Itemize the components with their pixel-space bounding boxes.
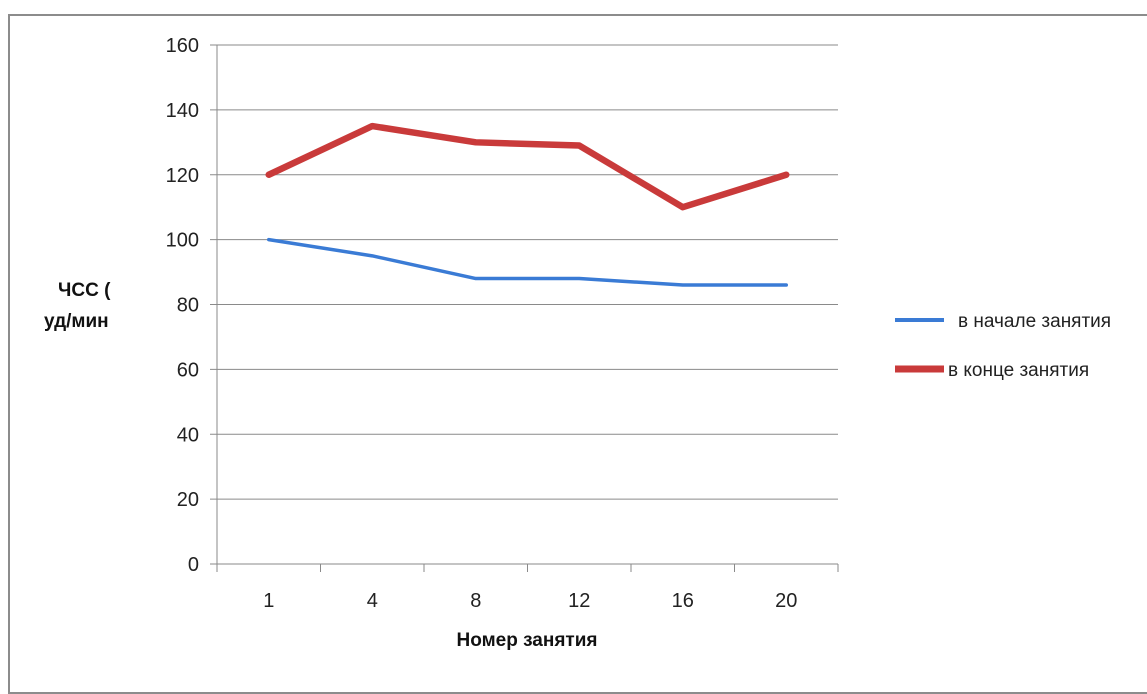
y-tick-label-20: 20 — [177, 489, 199, 511]
x-tick-label-16: 16 — [672, 590, 694, 612]
y-tick-label-60: 60 — [177, 359, 199, 381]
y-axis-title-line-2: уд/мин — [44, 311, 109, 332]
x-tick-label-12: 12 — [568, 590, 590, 612]
y-tick-labels: 0 20 40 60 80 100 120 140 160 — [166, 35, 199, 576]
y-tick-label-40: 40 — [177, 424, 199, 446]
legend: в начале занятия в конце занятия — [895, 311, 1111, 381]
gridlines — [210, 45, 838, 572]
legend-label-start: в начале занятия — [958, 311, 1111, 332]
y-tick-label-0: 0 — [188, 554, 199, 576]
x-tick-label-1: 1 — [263, 590, 274, 612]
series-line-1 — [269, 126, 787, 207]
y-tick-label-120: 120 — [166, 165, 199, 187]
x-tick-label-20: 20 — [775, 590, 797, 612]
series-line-0 — [269, 240, 787, 285]
x-tick-label-4: 4 — [367, 590, 378, 612]
y-tick-label-80: 80 — [177, 295, 199, 317]
x-axis-title: Номер занятия — [457, 630, 598, 651]
series-lines — [269, 126, 787, 285]
legend-label-end: в конце занятия — [948, 360, 1089, 381]
x-tick-label-8: 8 — [470, 590, 481, 612]
y-tick-label-160: 160 — [166, 35, 199, 57]
y-tick-label-100: 100 — [166, 230, 199, 252]
line-chart: 0 20 40 60 80 100 120 140 160 1 4 8 12 16 20 ЧСС ( уд… — [0, 0, 1147, 679]
x-tick-labels: 1 4 8 12 16 20 — [263, 590, 797, 612]
y-axis-title-line-1: ЧСС ( — [58, 280, 111, 301]
y-tick-label-140: 140 — [166, 100, 199, 122]
